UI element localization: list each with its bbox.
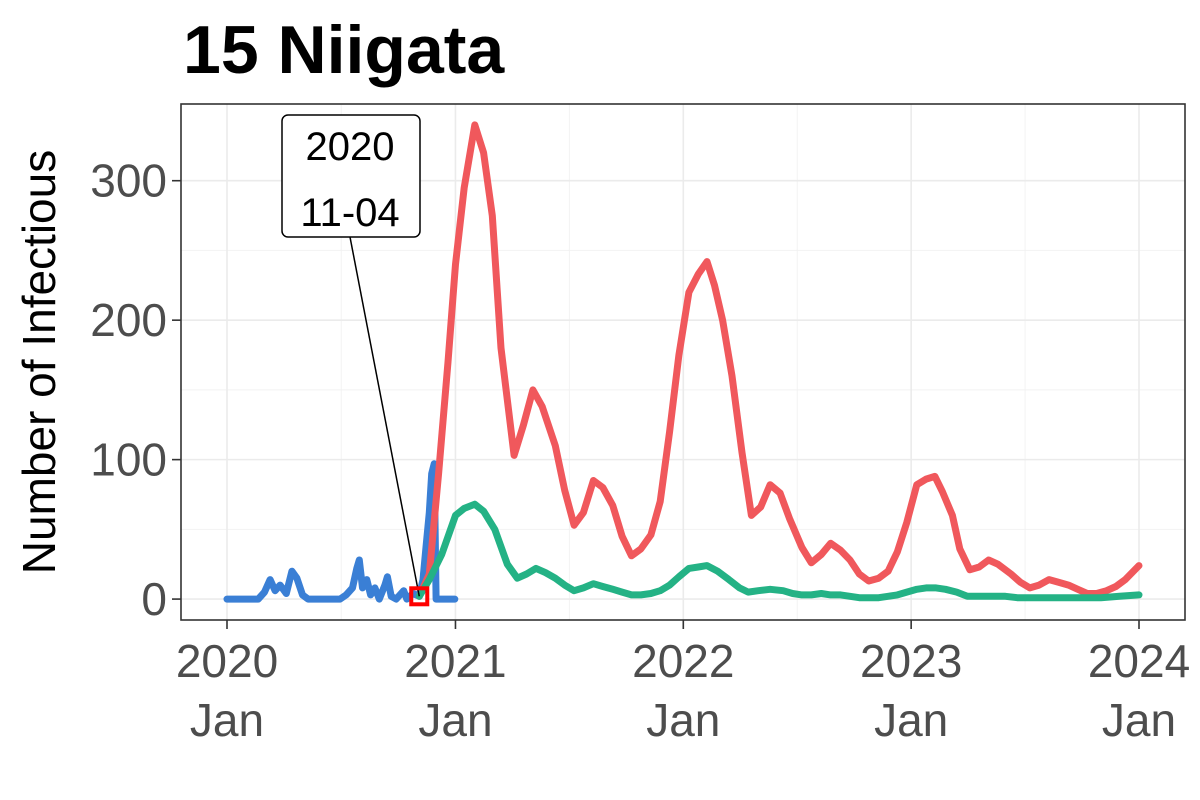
series-line-observed (223, 460, 459, 603)
chart-title: 15 Niigata (183, 12, 505, 88)
y-tick-label: 300 (90, 155, 167, 207)
annotation-leader-line (349, 236, 420, 597)
y-tick-label: 200 (90, 294, 167, 346)
x-tick-label-year: 2020 (176, 635, 278, 687)
x-tick-label-year: 2024 (1088, 635, 1190, 687)
x-tick-label-month: Jan (418, 694, 492, 746)
series-line-projection-median (415, 500, 1143, 602)
x-tick-label-year: 2023 (860, 635, 962, 687)
series-layer (223, 121, 1143, 603)
annotation-marker (409, 586, 430, 607)
x-tick-label-year: 2021 (404, 635, 506, 687)
date-annotation: 2020 11-04 (281, 114, 430, 607)
annotation-year: 2020 (306, 125, 395, 169)
x-tick-label-month: Jan (1102, 694, 1176, 746)
x-tick-label-month: Jan (646, 694, 720, 746)
x-tick-label-year: 2022 (632, 635, 734, 687)
x-tick-label-month: Jan (190, 694, 264, 746)
x-axis: 2020 Jan 2021 Jan 2022 Jan 2023 Jan 2024 Jan (176, 620, 1190, 746)
y-axis: 0 100 200 300 (90, 155, 181, 625)
x-tick-label-month: Jan (874, 694, 948, 746)
series-line-projection-upper (415, 121, 1143, 600)
y-tick-label: 100 (90, 434, 167, 486)
y-tick-label: 0 (141, 573, 167, 625)
annotation-box (281, 114, 421, 238)
y-axis-label: Number of Infectious (13, 150, 65, 574)
annotation-date: 11-04 (300, 191, 399, 235)
